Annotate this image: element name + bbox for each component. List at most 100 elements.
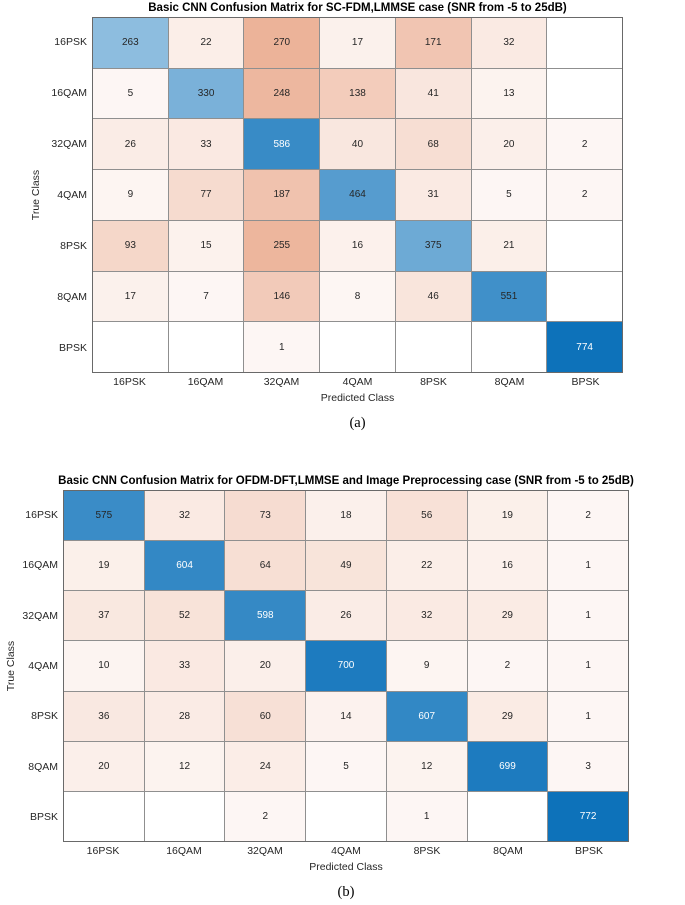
matrix-cell: 1 [548,691,628,741]
matrix-cell: 1 [386,791,467,841]
matrix-cell [547,68,622,119]
matrix-cell: 77 [168,170,244,220]
matrix-cell: 32 [144,491,225,541]
matrix-cell: 330 [168,68,244,119]
matrix-cell: 33 [144,641,225,691]
column-label-8psk: 8PSK [413,845,441,857]
matrix-cell: 20 [471,119,547,170]
row-label-8qam: 8QAM [57,290,87,303]
matrix-cell: 52 [144,591,225,641]
matrix-cell: 586 [244,119,320,170]
row-label-4qam: 4QAM [28,659,58,672]
matrix-cell: 26 [93,119,168,170]
matrix-cell: 2 [547,119,622,170]
matrix-cell: 20 [225,641,306,691]
column-label-16psk: 16PSK [113,376,146,388]
row-label-8qam: 8QAM [28,760,58,773]
matrix-cell [306,791,386,841]
matrix-cell: 28 [144,691,225,741]
matrix-cell: 464 [320,170,395,220]
matrix-cell: 551 [471,271,547,322]
column-label-bpsk: BPSK [571,376,600,388]
matrix-cell: 29 [467,691,548,741]
matrix-cell: 40 [320,119,395,170]
matrix-cell [168,322,244,372]
confusion-matrix-chart-a: Basic CNN Confusion Matrix for SC-FDM,LM… [30,2,623,431]
matrix-cell: 9 [93,170,168,220]
matrix-cell: 31 [395,170,471,220]
row-label-16qam: 16QAM [51,87,87,100]
row-label-8psk: 8PSK [31,710,58,723]
matrix-cell: 1 [548,591,628,641]
matrix-cell: 46 [395,271,471,322]
matrix-cell: 575 [64,491,144,541]
matrix-cell: 16 [467,541,548,591]
x-axis-label: Predicted Class [320,392,395,404]
row-label-32qam: 32QAM [22,609,58,622]
matrix-cell: 1 [244,322,320,372]
matrix-cell: 12 [386,741,467,791]
matrix-cell: 375 [395,220,471,271]
matrix-cell: 17 [93,271,168,322]
column-label-4qam: 4QAM [342,376,373,388]
matrix-cell: 22 [168,18,244,68]
matrix-cell: 604 [144,541,225,591]
matrix-cell [471,322,547,372]
column-label-8qam: 8QAM [493,845,523,857]
matrix-cell: 19 [467,491,548,541]
matrix-cell: 93 [93,220,168,271]
confusion-matrix-chart-b: Basic CNN Confusion Matrix for OFDM-DFT,… [5,475,634,900]
row-label-8psk: 8PSK [60,239,87,252]
matrix-cell: 68 [395,119,471,170]
matrix-cell: 41 [395,68,471,119]
matrix-cell: 263 [93,18,168,68]
x-axis-tick-labels: 16PSK 16QAM 32QAM 4QAM 8PSK 8QAM BPSK [63,845,629,857]
chart-title: Basic CNN Confusion Matrix for OFDM-DFT,… [58,475,634,487]
matrix-cell: 32 [471,18,547,68]
matrix-cell: 13 [471,68,547,119]
matrix-cell [320,322,395,372]
matrix-cell: 17 [320,18,395,68]
matrix-cell: 5 [471,170,547,220]
row-label-4qam: 4QAM [57,188,87,201]
matrix-cell [144,791,225,841]
matrix-cell: 2 [467,641,548,691]
matrix-cell: 9 [386,641,467,691]
column-label-16qam: 16QAM [166,845,202,857]
matrix-cell: 21 [471,220,547,271]
matrix-cell: 32 [386,591,467,641]
matrix-cell [547,220,622,271]
y-axis-tick-labels: 16PSK 16QAM 32QAM 4QAM 8PSK 8QAM BPSK [27,17,87,373]
matrix-cell: 5 [93,68,168,119]
matrix-cell: 607 [386,691,467,741]
matrix-cell: 56 [386,491,467,541]
matrix-cell: 29 [467,591,548,641]
x-axis-tick-labels: 16PSK 16QAM 32QAM 4QAM 8PSK 8QAM BPSK [92,376,623,388]
matrix-cell: 3 [548,741,628,791]
matrix-cell [64,791,144,841]
row-label-bpsk: BPSK [29,810,58,823]
matrix-cell: 598 [225,591,306,641]
matrix-cell: 19 [64,541,144,591]
matrix-cell [547,271,622,322]
matrix-cell: 36 [64,691,144,741]
column-label-8qam: 8QAM [494,376,525,388]
matrix-cell: 255 [244,220,320,271]
confusion-matrix-grid: 263 22 270 17 171 32 5 330 248 138 41 13 26 33 586 40 68… [92,17,623,373]
matrix-cell: 33 [168,119,244,170]
row-label-16psk: 16PSK [54,36,87,49]
row-label-32qam: 32QAM [51,138,87,151]
y-axis-tick-labels: 16PSK 16QAM 32QAM 4QAM 8PSK 8QAM BPSK [0,490,58,842]
matrix-cell: 73 [225,491,306,541]
matrix-cell: 8 [320,271,395,322]
matrix-cell [93,322,168,372]
column-label-32qam: 32QAM [247,845,283,857]
matrix-cell: 1 [548,641,628,691]
matrix-cell: 7 [168,271,244,322]
matrix-cell: 15 [168,220,244,271]
matrix-cell: 2 [548,491,628,541]
matrix-cell: 14 [306,691,386,741]
column-label-4qam: 4QAM [331,845,361,857]
matrix-cell [547,18,622,68]
matrix-cell: 12 [144,741,225,791]
